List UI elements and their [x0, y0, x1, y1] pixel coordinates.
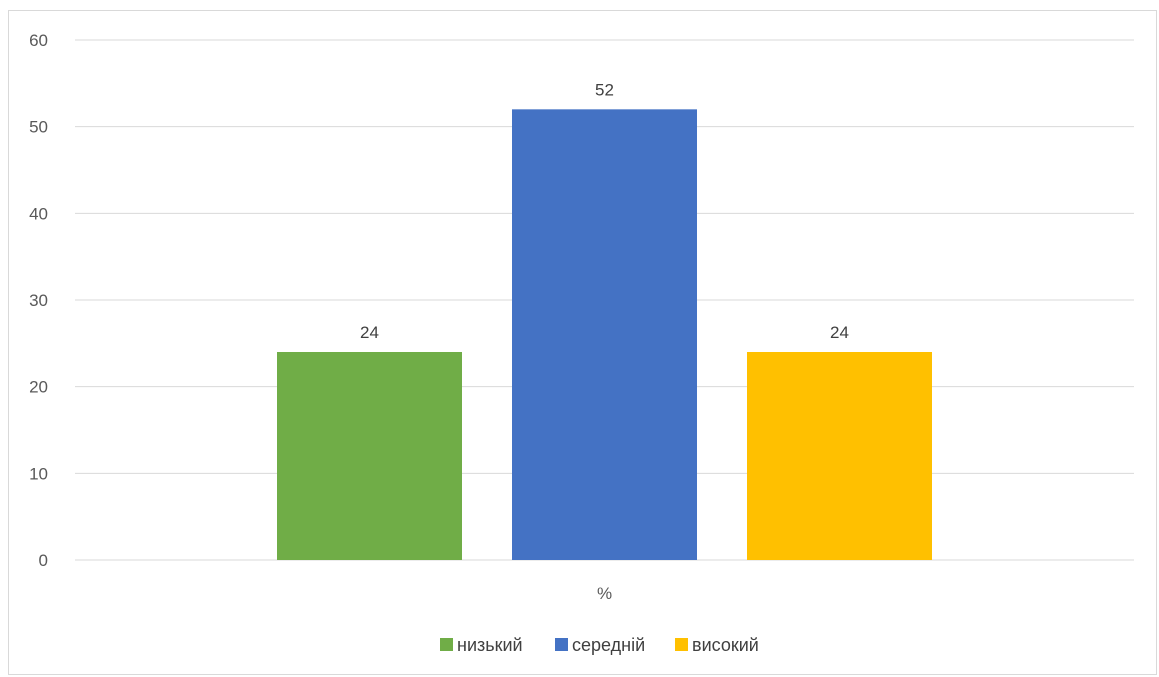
- legend: низький середній високий: [440, 635, 759, 655]
- bar-3: [747, 352, 932, 560]
- bars: [277, 109, 932, 560]
- y-tick-label: 50: [29, 118, 48, 137]
- legend-swatch: [555, 638, 568, 651]
- legend-swatch: [440, 638, 453, 651]
- data-label: 24: [830, 323, 849, 342]
- x-category-label: %: [597, 584, 612, 603]
- legend-label: високий: [692, 635, 759, 655]
- legend-swatch: [675, 638, 688, 651]
- bar-1: [277, 352, 462, 560]
- y-tick-label: 40: [29, 204, 48, 223]
- data-label: 52: [595, 80, 614, 99]
- y-tick-label: 10: [29, 464, 48, 483]
- bar-2: [512, 109, 697, 560]
- y-tick-label: 30: [29, 291, 48, 310]
- data-label: 24: [360, 323, 379, 342]
- legend-label: низький: [457, 635, 523, 655]
- legend-label: середній: [572, 635, 645, 655]
- data-labels: 24 52 24: [360, 80, 849, 342]
- y-tick-label: 20: [29, 378, 48, 397]
- y-tick-label: 60: [29, 31, 48, 50]
- y-axis: 0 10 20 30 40 50 60: [29, 31, 48, 570]
- y-tick-label: 0: [39, 551, 48, 570]
- x-axis: %: [597, 584, 612, 603]
